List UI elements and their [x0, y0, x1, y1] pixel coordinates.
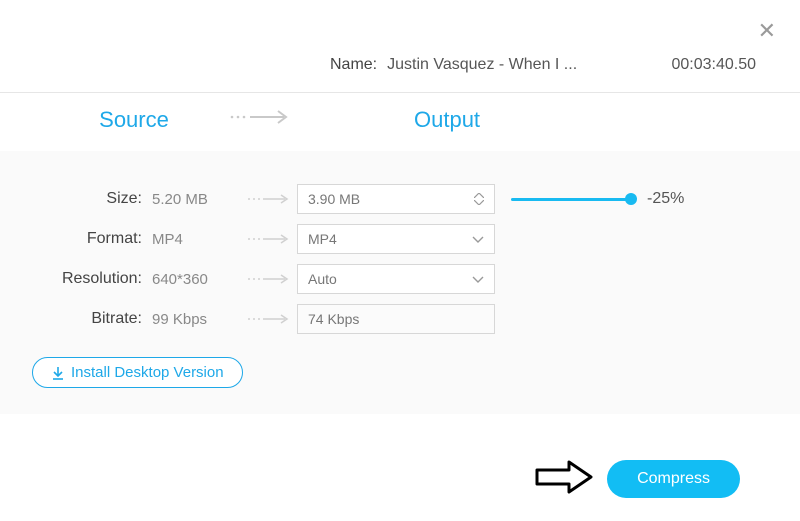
bitrate-output-value: 74 Kbps — [308, 311, 484, 327]
resolution-output-value: Auto — [308, 271, 472, 287]
arrow-icon — [230, 110, 294, 130]
name-value: Justin Vasquez - When I ... — [387, 56, 577, 74]
close-icon[interactable]: ✕ — [758, 20, 776, 42]
bitrate-source: 99 Kbps — [152, 311, 247, 328]
header: Name: Justin Vasquez - When I ... 00:03:… — [0, 0, 800, 92]
footer: Compress — [0, 459, 800, 499]
format-label: Format: — [32, 230, 152, 248]
size-slider[interactable] — [511, 198, 631, 201]
size-output-stepper[interactable]: 3.90 MB — [297, 184, 495, 214]
row-format: Format: MP4 MP4 — [32, 219, 768, 259]
settings-stage: Size: 5.20 MB 3.90 MB -25% Format: MP4 — [0, 151, 800, 414]
format-output-value: MP4 — [308, 231, 472, 247]
columns-header: Source Output — [0, 93, 800, 151]
row-size: Size: 5.20 MB 3.90 MB -25% — [32, 179, 768, 219]
bitrate-output-field[interactable]: 74 Kbps — [297, 304, 495, 334]
chevron-down-icon — [472, 276, 484, 283]
name-label: Name: — [330, 56, 377, 74]
arrow-icon — [247, 191, 297, 208]
resolution-output-select[interactable]: Auto — [297, 264, 495, 294]
size-delta: -25% — [647, 190, 684, 208]
stepper-icon[interactable] — [474, 193, 484, 205]
size-source: 5.20 MB — [152, 191, 247, 208]
output-heading: Output — [414, 107, 480, 133]
compress-label: Compress — [637, 470, 710, 487]
row-bitrate: Bitrate: 99 Kbps 74 Kbps — [32, 299, 768, 339]
chevron-down-icon — [472, 236, 484, 243]
download-icon — [51, 366, 65, 380]
format-output-select[interactable]: MP4 — [297, 224, 495, 254]
resolution-source: 640*360 — [152, 271, 247, 288]
install-desktop-button[interactable]: Install Desktop Version — [32, 357, 243, 388]
install-desktop-label: Install Desktop Version — [71, 364, 224, 381]
compress-button[interactable]: Compress — [607, 460, 740, 498]
arrow-icon — [247, 311, 297, 328]
arrow-icon — [247, 231, 297, 248]
arrow-icon — [247, 271, 297, 288]
bitrate-label: Bitrate: — [32, 310, 152, 328]
size-label: Size: — [32, 190, 152, 208]
format-source: MP4 — [152, 231, 247, 248]
duration: 00:03:40.50 — [671, 56, 756, 74]
row-resolution: Resolution: 640*360 Auto — [32, 259, 768, 299]
pointer-arrow-icon — [535, 459, 595, 499]
source-heading: Source — [58, 107, 210, 133]
resolution-label: Resolution: — [32, 270, 152, 288]
size-output-value: 3.90 MB — [308, 191, 474, 207]
